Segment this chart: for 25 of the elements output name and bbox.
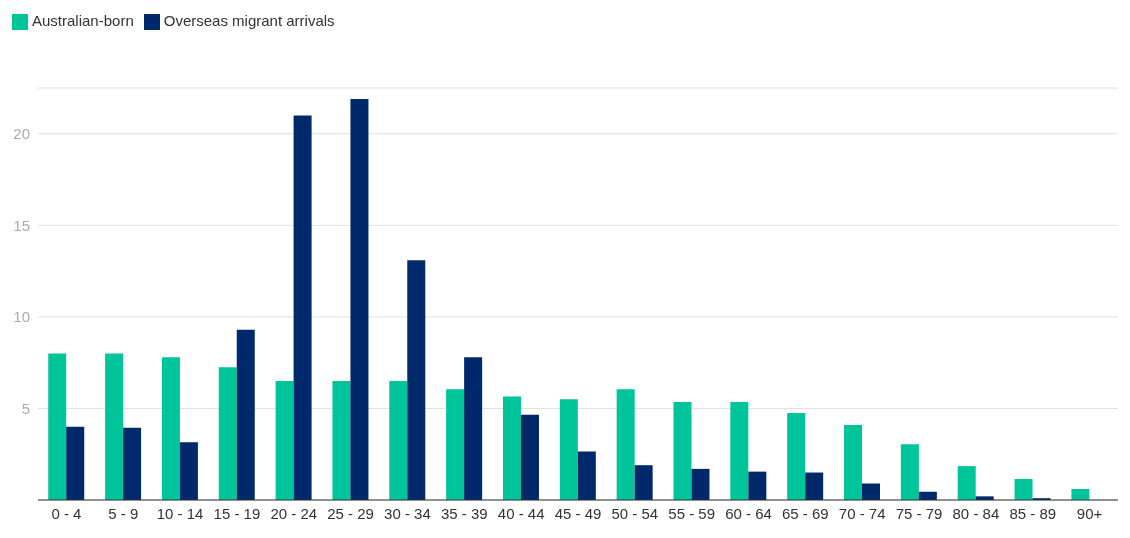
x-tick-label: 90+ [1076, 504, 1103, 522]
x-tick-label: 20 - 24 [270, 504, 318, 522]
legend-label: Australian-born [32, 12, 134, 29]
y-tick-label: 10 [13, 308, 30, 326]
x-tick-label: 85 - 89 [1009, 504, 1057, 522]
x-tick-label: 30 - 34 [384, 504, 431, 522]
x-tick-label: 15 - 19 [213, 504, 261, 522]
x-tick-label: 25 - 29 [327, 504, 374, 522]
x-tick-label: 55 - 59 [668, 504, 716, 522]
y-tick-label: 5 [21, 399, 30, 417]
x-tick-label: 45 - 49 [554, 504, 602, 522]
legend-label: Overseas migrant arrivals [163, 12, 335, 29]
x-tick-label: 70 - 74 [838, 504, 886, 522]
x-tick-label: 50 - 54 [611, 504, 659, 522]
y-tick-label: 20 [13, 125, 30, 143]
x-tick-label: 35 - 39 [440, 504, 488, 522]
y-tick-label: 15 [13, 216, 30, 234]
x-tick-label: 80 - 84 [952, 504, 1000, 522]
x-tick-label: 75 - 79 [895, 504, 943, 522]
x-tick-label: 10 - 14 [156, 504, 204, 522]
x-tick-label: 5 - 9 [108, 504, 139, 522]
x-tick-label: 0 - 4 [51, 504, 82, 522]
x-tick-label: 40 - 44 [497, 504, 545, 522]
x-tick-label: 65 - 69 [782, 504, 829, 522]
x-tick-label: 60 - 64 [725, 504, 772, 522]
